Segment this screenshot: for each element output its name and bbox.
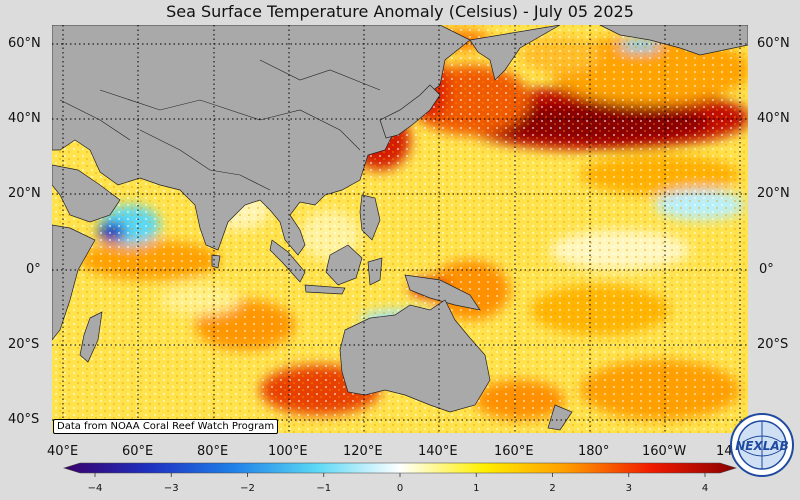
- colorbar-tick-label: −3: [164, 483, 179, 494]
- land-alaska: [599, 25, 748, 56]
- lat-label-right: 60°N: [757, 36, 790, 51]
- colorbar-tick-label: 4: [702, 483, 708, 494]
- colorbar-tick-label: −1: [316, 483, 331, 494]
- lon-label: 160°W: [642, 444, 687, 459]
- lon-label: 120°E: [343, 444, 383, 459]
- land-arabia: [52, 164, 121, 223]
- land-java: [304, 284, 346, 295]
- lon-label: 100°E: [268, 444, 308, 459]
- land-new-guinea: [404, 274, 481, 311]
- lon-label: 140°E: [418, 444, 458, 459]
- land-philippines: [359, 194, 381, 241]
- colorbar-tick-label: 1: [473, 483, 479, 494]
- svg-text:NEXLAB: NEXLAB: [735, 439, 789, 453]
- lat-label-right: 40°N: [757, 111, 790, 126]
- nexlab-logo: NEXLAB: [730, 413, 794, 477]
- colorbar: −4 −3 −2 −1 0 1 2 3 4: [62, 462, 738, 494]
- lat-label-right: 20°N: [757, 186, 790, 201]
- lon-label: 60°E: [122, 444, 154, 459]
- land-new-zealand: [547, 404, 573, 431]
- lat-label-left: 60°N: [8, 36, 41, 51]
- colorbar-tick-label: −2: [240, 483, 255, 494]
- land-masses: [52, 25, 748, 431]
- land-madagascar: [79, 311, 103, 363]
- land-sulawesi: [367, 257, 383, 286]
- lat-label-right: 0°: [759, 262, 774, 277]
- land-sumatra: [269, 239, 306, 283]
- colorbar-tick-label: 0: [397, 483, 403, 494]
- country-borders: [59, 59, 381, 191]
- lat-label-left: 20°N: [8, 186, 41, 201]
- map-title: Sea Surface Temperature Anomaly (Celsius…: [166, 2, 634, 21]
- sst-anomaly-map: [52, 25, 748, 433]
- lon-label: 80°E: [197, 444, 229, 459]
- lat-label-right: 20°S: [757, 337, 789, 352]
- lat-label-left: 0°: [26, 262, 41, 277]
- colorbar-gradient: [62, 462, 738, 474]
- lon-label: 40°E: [47, 444, 79, 459]
- colorbar-tick-label: −4: [88, 483, 103, 494]
- colorbar-tick-label: 2: [549, 483, 555, 494]
- data-credit: Data from NOAA Coral Reef Watch Program: [53, 419, 279, 434]
- lat-label-left: 40°S: [8, 412, 40, 427]
- land-australia: [339, 299, 491, 413]
- land-japan: [379, 84, 441, 139]
- land-borneo: [325, 244, 363, 286]
- lon-label: 180°: [578, 444, 610, 459]
- lon-label: 160°E: [494, 444, 534, 459]
- colorbar-tick-label: 3: [626, 483, 632, 494]
- graticule: [52, 25, 748, 433]
- lat-label-left: 20°S: [8, 337, 40, 352]
- lat-label-left: 40°N: [8, 111, 41, 126]
- land-africa: [52, 224, 96, 341]
- colorbar-ticks: −4 −3 −2 −1 0 1 2 3 4: [88, 473, 708, 494]
